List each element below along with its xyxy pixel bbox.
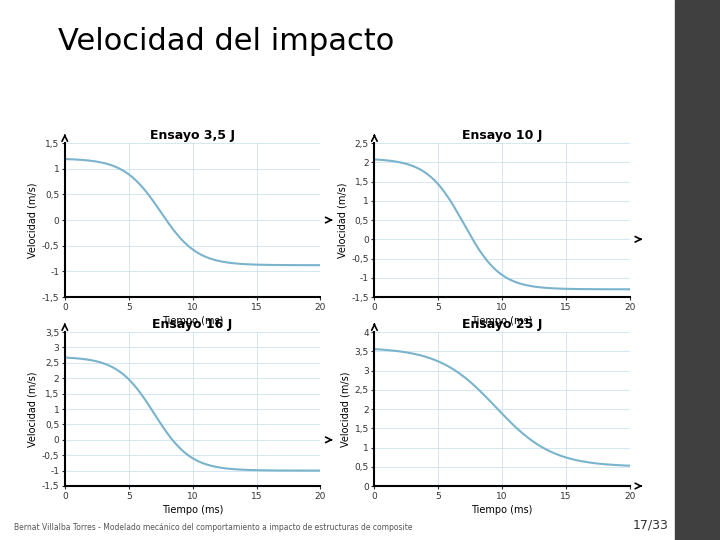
- Text: Bernat Villalba Torres - Modelado mecánico del comportamiento a impacto de estru: Bernat Villalba Torres - Modelado mecáni…: [14, 523, 413, 532]
- Y-axis label: Velocidad (m/s): Velocidad (m/s): [337, 183, 347, 258]
- Y-axis label: Velocidad (m/s): Velocidad (m/s): [341, 372, 351, 447]
- Title: Ensayo 25 J: Ensayo 25 J: [462, 318, 542, 331]
- Title: Ensayo 3,5 J: Ensayo 3,5 J: [150, 129, 235, 142]
- X-axis label: Tiempo (ms): Tiempo (ms): [162, 505, 223, 515]
- Title: Ensayo 16 J: Ensayo 16 J: [153, 318, 233, 331]
- Text: 17/33: 17/33: [632, 519, 668, 532]
- Y-axis label: Velocidad (m/s): Velocidad (m/s): [27, 372, 37, 447]
- Title: Ensayo 10 J: Ensayo 10 J: [462, 129, 542, 142]
- X-axis label: Tiempo (ms): Tiempo (ms): [162, 316, 223, 326]
- X-axis label: Tiempo (ms): Tiempo (ms): [472, 316, 533, 326]
- X-axis label: Tiempo (ms): Tiempo (ms): [472, 505, 533, 515]
- Y-axis label: Velocidad (m/s): Velocidad (m/s): [27, 183, 37, 258]
- Text: Velocidad del impacto: Velocidad del impacto: [58, 27, 394, 56]
